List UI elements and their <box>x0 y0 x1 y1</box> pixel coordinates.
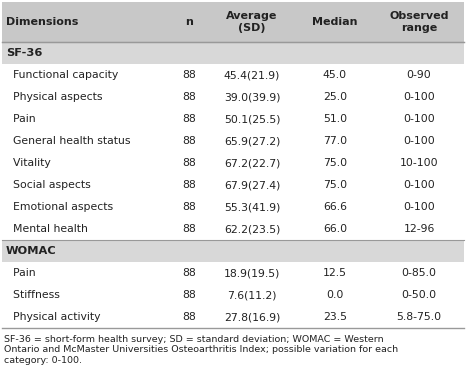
Text: 55.3(41.9): 55.3(41.9) <box>224 202 280 212</box>
Text: 27.8(16.9): 27.8(16.9) <box>224 312 280 322</box>
Text: WOMAC: WOMAC <box>6 246 56 256</box>
Text: 0-100: 0-100 <box>403 180 435 190</box>
Text: 62.2(23.5): 62.2(23.5) <box>224 224 280 234</box>
Bar <box>2 306 464 328</box>
Bar <box>2 262 464 284</box>
Bar <box>2 86 464 108</box>
Text: Pain: Pain <box>6 114 36 124</box>
Text: 10-100: 10-100 <box>400 158 438 168</box>
Text: 50.1(25.5): 50.1(25.5) <box>224 114 280 124</box>
Text: 12.5: 12.5 <box>323 268 347 278</box>
Text: 75.0: 75.0 <box>323 180 347 190</box>
Text: 88: 88 <box>182 290 196 300</box>
Bar <box>2 2 464 42</box>
Text: 0-100: 0-100 <box>403 92 435 102</box>
Text: SF-36: SF-36 <box>6 48 42 58</box>
Text: Physical activity: Physical activity <box>6 312 100 322</box>
Bar <box>2 240 464 262</box>
Text: 67.9(27.4): 67.9(27.4) <box>224 180 280 190</box>
Text: 45.4(21.9): 45.4(21.9) <box>224 70 280 80</box>
Text: 88: 88 <box>182 136 196 146</box>
Text: 0-100: 0-100 <box>403 202 435 212</box>
Text: 0.0: 0.0 <box>326 290 344 300</box>
Text: n: n <box>185 17 193 27</box>
Text: 88: 88 <box>182 70 196 80</box>
Text: 0-85.0: 0-85.0 <box>401 268 437 278</box>
Text: 88: 88 <box>182 92 196 102</box>
Text: Dimensions: Dimensions <box>6 17 78 27</box>
Text: 0-100: 0-100 <box>403 114 435 124</box>
Text: Pain: Pain <box>6 268 36 278</box>
Text: Stiffness: Stiffness <box>6 290 60 300</box>
Bar <box>2 108 464 130</box>
Text: Emotional aspects: Emotional aspects <box>6 202 113 212</box>
Text: 67.2(22.7): 67.2(22.7) <box>224 158 280 168</box>
Text: 45.0: 45.0 <box>323 70 347 80</box>
Text: 66.6: 66.6 <box>323 202 347 212</box>
Text: 88: 88 <box>182 180 196 190</box>
Text: 75.0: 75.0 <box>323 158 347 168</box>
Text: 5.8-75.0: 5.8-75.0 <box>396 312 442 322</box>
Text: 7.6(11.2): 7.6(11.2) <box>227 290 277 300</box>
Text: 88: 88 <box>182 224 196 234</box>
Text: 0-50.0: 0-50.0 <box>401 290 437 300</box>
Text: 88: 88 <box>182 158 196 168</box>
Text: 39.0(39.9): 39.0(39.9) <box>224 92 280 102</box>
Text: 88: 88 <box>182 268 196 278</box>
Bar <box>2 152 464 174</box>
Bar <box>2 174 464 196</box>
Text: Functional capacity: Functional capacity <box>6 70 118 80</box>
Text: 25.0: 25.0 <box>323 92 347 102</box>
Text: 18.9(19.5): 18.9(19.5) <box>224 268 280 278</box>
Text: Social aspects: Social aspects <box>6 180 91 190</box>
Text: 12-96: 12-96 <box>403 224 435 234</box>
Text: 88: 88 <box>182 114 196 124</box>
Text: Median: Median <box>312 17 358 27</box>
Text: 0-100: 0-100 <box>403 136 435 146</box>
Text: 51.0: 51.0 <box>323 114 347 124</box>
Bar <box>2 130 464 152</box>
Bar <box>2 284 464 306</box>
Text: 65.9(27.2): 65.9(27.2) <box>224 136 280 146</box>
Bar <box>2 42 464 64</box>
Text: SF-36 = short-form health survey; SD = standard deviation; WOMAC = Western
Ontar: SF-36 = short-form health survey; SD = s… <box>4 335 398 365</box>
Text: 88: 88 <box>182 202 196 212</box>
Text: Physical aspects: Physical aspects <box>6 92 102 102</box>
Text: Observed
range: Observed range <box>389 11 449 33</box>
Bar <box>2 196 464 218</box>
Text: Vitality: Vitality <box>6 158 51 168</box>
Text: 77.0: 77.0 <box>323 136 347 146</box>
Text: 0-90: 0-90 <box>407 70 431 80</box>
Text: Mental health: Mental health <box>6 224 88 234</box>
Text: 88: 88 <box>182 312 196 322</box>
Text: Average
(SD): Average (SD) <box>226 11 278 33</box>
Text: 23.5: 23.5 <box>323 312 347 322</box>
Text: 66.0: 66.0 <box>323 224 347 234</box>
Text: General health status: General health status <box>6 136 130 146</box>
Bar <box>2 64 464 86</box>
Bar <box>2 218 464 240</box>
